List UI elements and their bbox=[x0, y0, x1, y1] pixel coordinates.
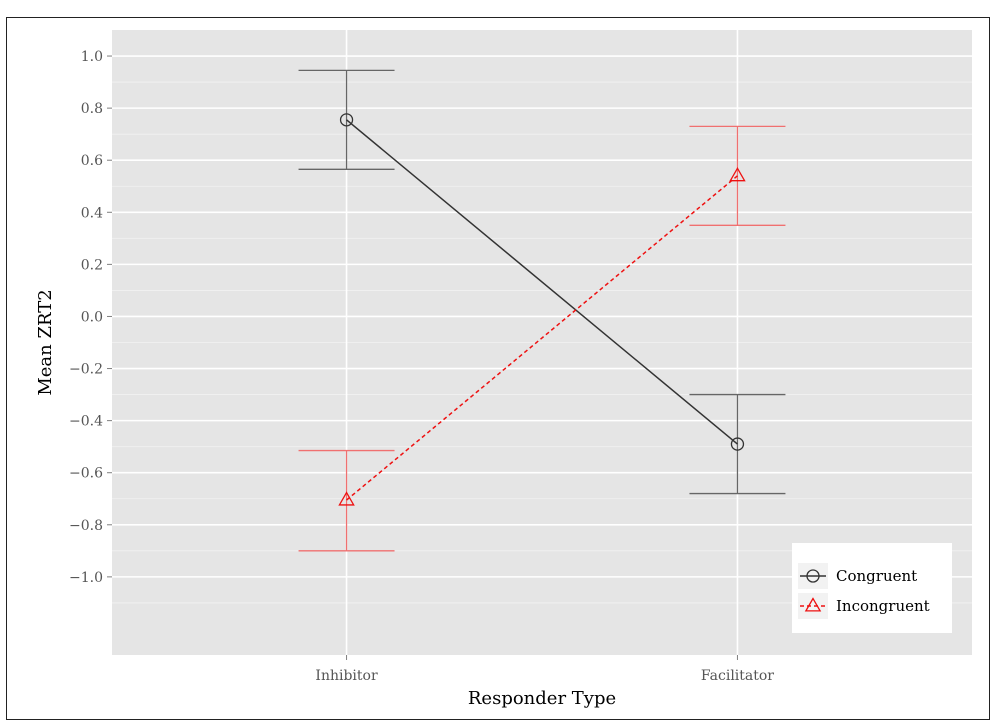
y-tick-label: −0.2 bbox=[69, 362, 103, 378]
x-axis-title: Responder Type bbox=[468, 688, 616, 709]
y-tick-label: 0.2 bbox=[81, 257, 103, 273]
legend-key-congruent bbox=[798, 563, 828, 589]
legend-label-incongruent: Incongruent bbox=[836, 597, 930, 615]
y-tick-label: 0.0 bbox=[81, 309, 103, 325]
series-line-incongruent bbox=[346, 175, 738, 501]
legend-key-incongruent bbox=[798, 593, 828, 619]
x-tick-label: Inhibitor bbox=[315, 668, 378, 684]
point-congruent bbox=[339, 113, 354, 127]
y-tick-label: 0.8 bbox=[81, 101, 103, 117]
point-incongruent bbox=[729, 167, 746, 182]
series-line-congruent bbox=[346, 119, 738, 445]
y-axis-title: Mean ZRT2 bbox=[35, 289, 56, 395]
y-axis-ticks: 1.0 0.8 0.6 0.4 0.2 0.0 −0.2 −0.4 −0.6 −0.8 −1.0 bbox=[69, 49, 112, 586]
legend-key-marker bbox=[804, 597, 822, 612]
point-incongruent bbox=[338, 491, 355, 506]
x-tick-label: Facilitator bbox=[701, 668, 774, 684]
legend-label-congruent: Congruent bbox=[836, 567, 917, 585]
y-tick-label: −0.6 bbox=[69, 466, 103, 482]
y-tick-label: −0.4 bbox=[69, 414, 103, 430]
errorbar-incongruent bbox=[298, 449, 395, 552]
legend-key-marker bbox=[806, 569, 820, 583]
errorbar-incongruent bbox=[689, 125, 786, 226]
series-incongruent bbox=[298, 125, 786, 552]
y-tick-label: 1.0 bbox=[81, 49, 103, 65]
series-layer bbox=[298, 69, 786, 552]
point-congruent bbox=[730, 437, 745, 451]
series-congruent bbox=[298, 69, 786, 495]
x-axis-ticks: Inhibitor Facilitator bbox=[315, 655, 774, 684]
y-tick-label: 0.6 bbox=[81, 153, 103, 169]
legend: Congruent Incongruent bbox=[792, 543, 952, 633]
y-tick-label: 0.4 bbox=[81, 205, 103, 221]
y-tick-label: −0.8 bbox=[69, 518, 103, 534]
y-tick-label: −1.0 bbox=[69, 570, 103, 586]
